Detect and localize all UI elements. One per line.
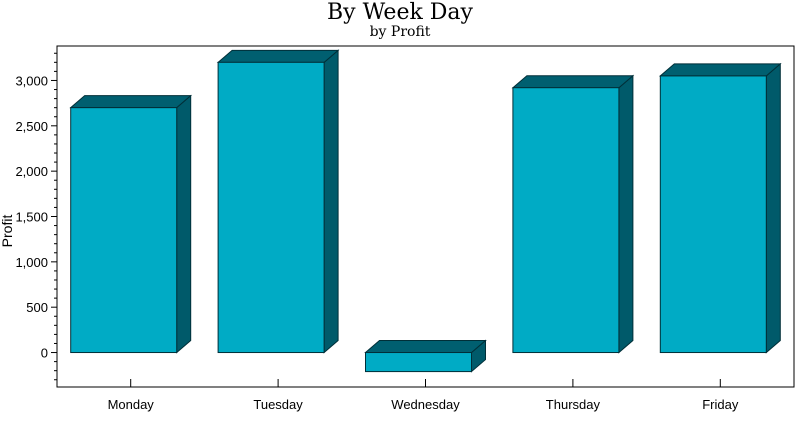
bar-top — [216, 49, 340, 63]
y-tick-label: 3,000 — [15, 73, 48, 88]
y-tick-label: 500 — [26, 300, 48, 315]
bar-side — [176, 94, 192, 354]
x-tick-label: Monday — [108, 397, 155, 412]
bar — [70, 107, 178, 354]
y-axis-label: Profit — [0, 215, 15, 248]
chart-title: By Week Day — [327, 0, 473, 25]
chart-subtitle: by Profit — [369, 24, 431, 40]
bar — [512, 87, 620, 354]
bar-side — [323, 49, 339, 354]
y-tick-label: 1,000 — [15, 255, 48, 270]
bar-top — [69, 95, 193, 109]
y-tick-label: 1,500 — [15, 210, 48, 225]
x-tick-label: Wednesday — [391, 397, 460, 412]
y-tick-label: 2,000 — [15, 164, 48, 179]
bar — [659, 75, 767, 354]
y-tick-label: 2,500 — [15, 119, 48, 134]
bar-top — [364, 340, 487, 354]
bar-top — [658, 63, 782, 77]
x-tick-label: Friday — [702, 397, 739, 412]
x-tick-label: Thursday — [546, 397, 601, 412]
bar-side — [618, 74, 634, 354]
bar-top — [511, 75, 635, 89]
bar-side — [765, 62, 781, 354]
y-tick-label: 0 — [41, 346, 48, 361]
x-tick-label: Tuesday — [253, 397, 303, 412]
bar — [217, 61, 325, 354]
bar — [365, 352, 472, 373]
